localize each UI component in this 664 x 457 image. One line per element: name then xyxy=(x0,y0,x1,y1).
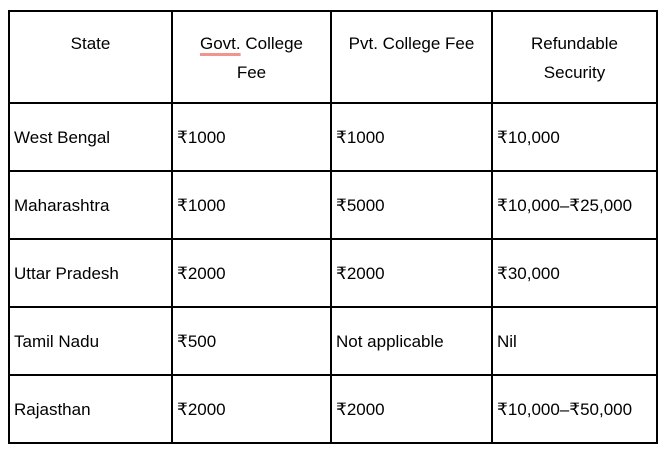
header-cell-pvt-fee: Pvt. College Fee xyxy=(330,10,493,104)
header-label-state: State xyxy=(70,34,111,53)
header-label-pvt-fee: Pvt. College Fee xyxy=(348,34,475,53)
header-security-line1: Refundable xyxy=(531,34,618,53)
header-cell-state: State xyxy=(8,10,173,104)
table-row: Maharashtra ₹1000 ₹5000 ₹10,000–₹25,000 xyxy=(8,170,658,240)
cell-security: ₹10,000 xyxy=(491,102,658,172)
header-cell-security: Refundable Security xyxy=(491,10,658,104)
header-govt-line2: Fee xyxy=(236,63,267,82)
header-govt-line1: Govt. College xyxy=(177,29,326,58)
cell-govt-fee: ₹1000 xyxy=(171,170,332,240)
cell-govt-fee: ₹500 xyxy=(171,306,332,376)
cell-pvt-fee: Not applicable xyxy=(330,306,493,376)
cell-state: Uttar Pradesh xyxy=(8,238,173,308)
cell-pvt-fee: ₹2000 xyxy=(330,374,493,444)
header-cell-govt-fee: Govt. College Fee xyxy=(171,10,332,104)
cell-security: Nil xyxy=(491,306,658,376)
cell-pvt-fee: ₹1000 xyxy=(330,102,493,172)
cell-security: ₹30,000 xyxy=(491,238,658,308)
misspelled-word: Govt. xyxy=(199,34,241,53)
table-row: West Bengal ₹1000 ₹1000 ₹10,000 xyxy=(8,102,658,172)
table-row: Uttar Pradesh ₹2000 ₹2000 ₹30,000 xyxy=(8,238,658,308)
table-row: Rajasthan ₹2000 ₹2000 ₹10,000–₹50,000 xyxy=(8,374,658,444)
cell-state: Maharashtra xyxy=(8,170,173,240)
table-row: Tamil Nadu ₹500 Not applicable Nil xyxy=(8,306,658,376)
cell-state: Tamil Nadu xyxy=(8,306,173,376)
cell-state: Rajasthan xyxy=(8,374,173,444)
cell-pvt-fee: ₹2000 xyxy=(330,238,493,308)
cell-security: ₹10,000–₹25,000 xyxy=(491,170,658,240)
header-security-line2: Security xyxy=(543,63,606,82)
cell-pvt-fee: ₹5000 xyxy=(330,170,493,240)
cell-state: West Bengal xyxy=(8,102,173,172)
header-row: State Govt. College Fee Pvt. College Fee… xyxy=(8,10,658,104)
fees-table: State Govt. College Fee Pvt. College Fee… xyxy=(8,10,658,444)
cell-security: ₹10,000–₹50,000 xyxy=(491,374,658,444)
cell-govt-fee: ₹1000 xyxy=(171,102,332,172)
header-govt-line1-rest: College xyxy=(245,34,303,53)
cell-govt-fee: ₹2000 xyxy=(171,238,332,308)
cell-govt-fee: ₹2000 xyxy=(171,374,332,444)
